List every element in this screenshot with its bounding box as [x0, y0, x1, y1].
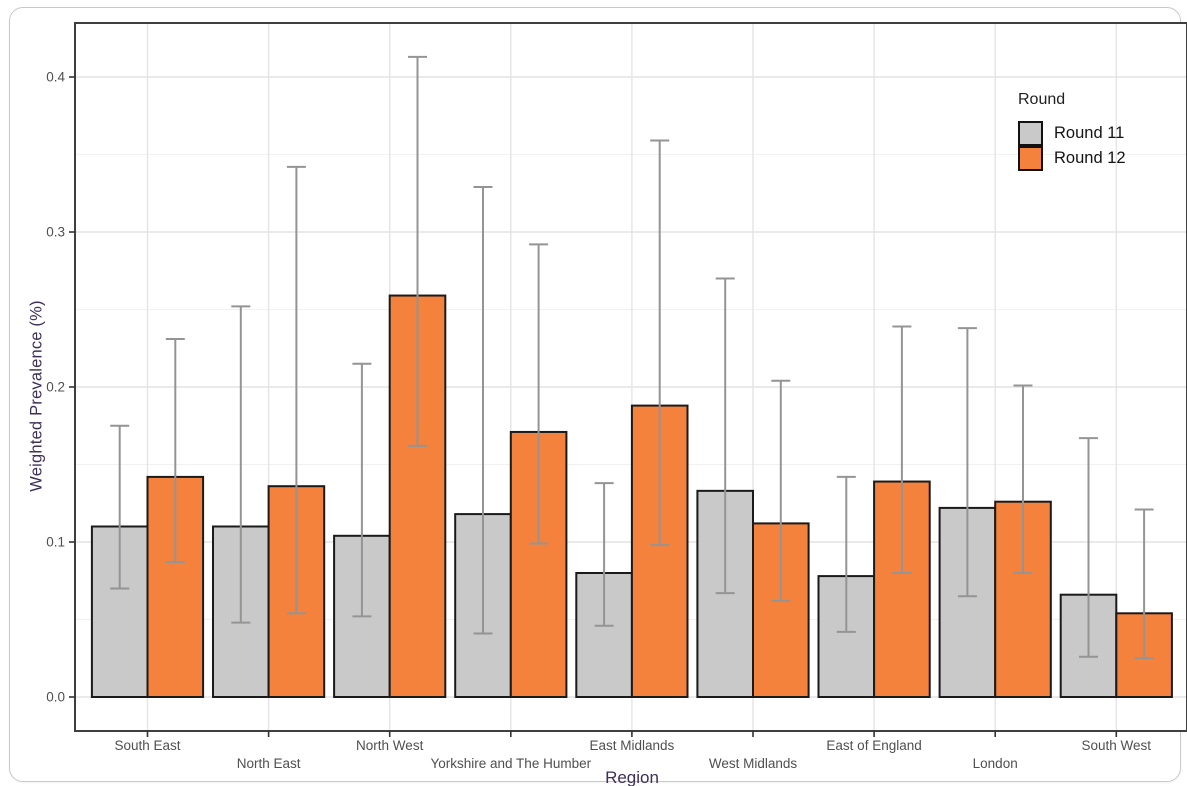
y-tick-label: 0.3: [46, 225, 65, 240]
x-tick-label-west-midlands: West Midlands: [709, 756, 798, 771]
panel-border: [74, 22, 1187, 732]
legend-swatch-round-11: [1018, 121, 1043, 146]
legend-swatch-round-12: [1018, 146, 1043, 171]
x-tick-label-south-west: South West: [1082, 738, 1152, 753]
y-axis-title: Weighted Prevalence (%): [27, 300, 46, 492]
x-tick-label-east-midlands: East Midlands: [590, 738, 675, 753]
x-tick-label-north-east: North East: [237, 756, 301, 771]
y-tick-label: 0.4: [46, 70, 65, 85]
x-tick-label-london: London: [973, 756, 1018, 771]
y-tick-label: 0.0: [46, 690, 65, 705]
x-axis-title: Region: [605, 768, 659, 786]
x-tick-label-east-of-england: East of England: [826, 738, 921, 753]
x-tick-label-north-west: North West: [356, 738, 424, 753]
legend: Round Round 11 Round 12: [1018, 91, 1126, 171]
y-tick-label: 0.2: [46, 380, 65, 395]
x-tick-label-yorkshire-and-the-humber: Yorkshire and The Humber: [431, 756, 592, 771]
grouped-bar-chart: 0.0 0.1 0.2 0.3 0.4 South East North East North…: [46, 22, 1187, 771]
x-tick-label-south-east: South East: [114, 738, 180, 753]
legend-title: Round: [1018, 91, 1066, 108]
y-tick-label: 0.1: [46, 535, 65, 550]
legend-item-round-11: Round 11: [1018, 121, 1126, 146]
chart-card: 0.0 0.1 0.2 0.3 0.4 South East North East North…: [9, 7, 1187, 786]
legend-label-round-11: Round 11: [1054, 124, 1125, 142]
legend-label-round-12: Round 12: [1054, 149, 1126, 167]
legend-item-round-12: Round 12: [1018, 146, 1126, 171]
